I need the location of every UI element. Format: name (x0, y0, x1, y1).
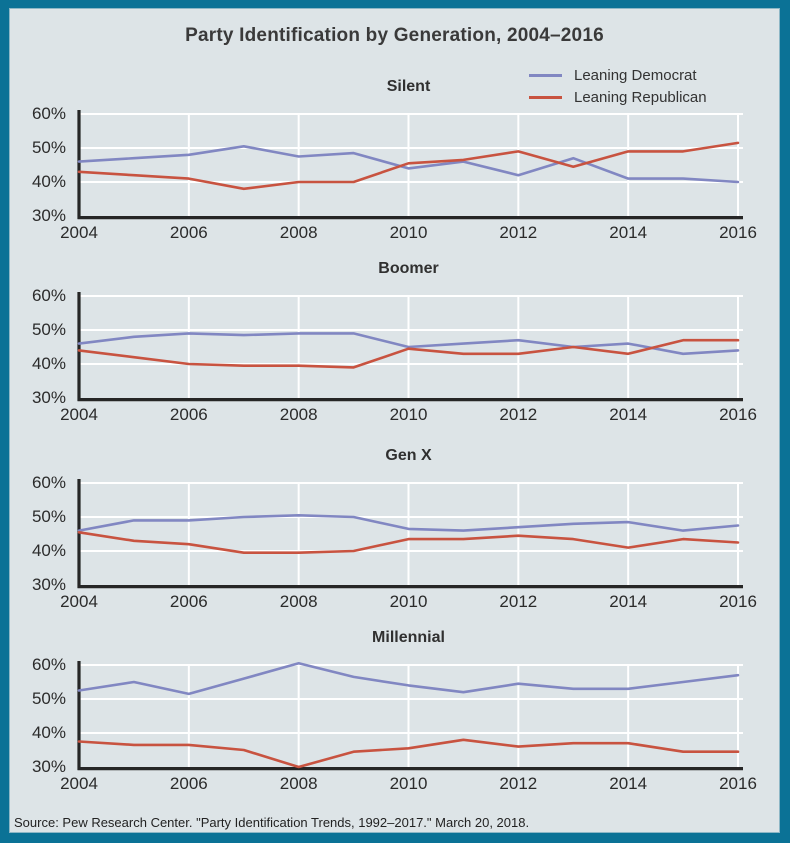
republican-line (77, 338, 740, 369)
republican-line-swatch-icon (529, 95, 562, 99)
y-axis-label: 60% (31, 473, 66, 492)
y-axis-label: 30% (31, 388, 66, 407)
plot-area (77, 110, 743, 220)
x-axis-label: 2006 (169, 223, 208, 242)
x-axis-label: 2010 (389, 405, 428, 424)
x-axis-label: 2008 (279, 223, 318, 242)
plot-area (77, 479, 743, 589)
y-axis-label: 60% (31, 104, 66, 123)
x-axis-label: 2016 (719, 223, 757, 242)
republican-line (77, 738, 740, 769)
y-axis-label: 50% (31, 689, 66, 708)
x-axis-label: 2012 (499, 774, 538, 793)
y-axis-label: 60% (31, 655, 66, 674)
y-axis-label: 50% (31, 507, 66, 526)
chart-title: Millennial (372, 629, 445, 646)
y-axis-label: 40% (31, 541, 66, 560)
x-axis-label: 2010 (389, 223, 428, 242)
y-axis-label: 30% (31, 206, 66, 225)
republican-line (77, 141, 740, 191)
x-axis-label: 2012 (499, 405, 538, 424)
x-axis-label: 2006 (169, 774, 208, 793)
chart-boomer: Boomer 60% 50% 40% 30% 2004 2006 2008 2010 2012 20… (10, 9, 779, 832)
y-axis-label: 60% (31, 286, 66, 305)
x-axis-label: 2006 (169, 405, 208, 424)
chart-title: Boomer (378, 260, 439, 277)
legend: Leaning Democrat Leaning Republican (529, 64, 707, 108)
y-axis-label: 50% (31, 320, 66, 339)
democrat-line (77, 144, 740, 184)
y-axis-label: 30% (31, 575, 66, 594)
x-axis-label: 2014 (609, 405, 648, 424)
chart-gen-x: Gen X 60% 50% 40% 30% 2004 2006 2008 2010 2012 201… (10, 9, 779, 832)
chart-millennial: Millennial 60% 50% 40% 30% 2004 2006 2008 2010 20… (10, 9, 779, 832)
x-axis-label: 2004 (60, 774, 98, 793)
democrat-line (77, 662, 740, 696)
x-axis-label: 2016 (719, 592, 757, 611)
x-axis-label: 2004 (60, 223, 98, 242)
x-axis-label: 2012 (499, 592, 538, 611)
x-axis-label: 2008 (279, 774, 318, 793)
chart-title: Gen X (385, 447, 432, 464)
y-axis-label: 40% (31, 354, 66, 373)
plot-area (77, 292, 743, 402)
y-axis-label: 40% (31, 723, 66, 742)
figure-title: Party Identification by Generation, 2004… (185, 25, 604, 46)
figure-canvas: Party Identification by Generation, 2004… (9, 8, 780, 833)
x-axis-label: 2010 (389, 774, 428, 793)
y-axis-label: 40% (31, 172, 66, 191)
legend-label-democrat: Leaning Democrat (574, 66, 697, 84)
x-axis-label: 2014 (609, 223, 648, 242)
x-axis-label: 2008 (279, 592, 318, 611)
x-axis-label: 2004 (60, 592, 98, 611)
democrat-line (77, 332, 740, 356)
democrat-line (77, 513, 740, 532)
x-axis-label: 2016 (719, 774, 757, 793)
legend-item-republican: Leaning Republican (529, 86, 707, 108)
x-axis-label: 2016 (719, 405, 757, 424)
x-axis-label: 2004 (60, 405, 98, 424)
x-axis-label: 2006 (169, 592, 208, 611)
legend-label-republican: Leaning Republican (574, 88, 707, 106)
legend-item-democrat: Leaning Democrat (529, 64, 707, 86)
x-axis-label: 2008 (279, 405, 318, 424)
democrat-line-swatch-icon (529, 73, 562, 77)
y-axis-label: 30% (31, 757, 66, 776)
x-axis-label: 2014 (609, 774, 648, 793)
plot-area (77, 661, 743, 771)
source-citation: Source: Pew Research Center. "Party Iden… (14, 815, 530, 830)
x-axis-label: 2012 (499, 223, 538, 242)
y-axis-label: 50% (31, 138, 66, 157)
republican-line (77, 530, 740, 554)
chart-silent: Silent 60% 50% 40% 30% 2004 2006 2008 2010 2012 20… (10, 9, 779, 832)
x-axis-label: 2014 (609, 592, 648, 611)
x-axis-label: 2010 (389, 592, 428, 611)
